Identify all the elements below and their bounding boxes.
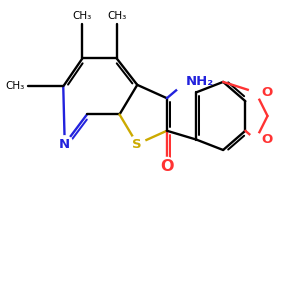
Circle shape: [249, 133, 262, 146]
Text: O: O: [261, 86, 272, 99]
Circle shape: [249, 86, 262, 99]
Circle shape: [158, 158, 176, 175]
Text: O: O: [261, 133, 272, 146]
Circle shape: [175, 71, 197, 93]
Text: O: O: [160, 159, 174, 174]
Circle shape: [56, 136, 73, 152]
Text: CH₃: CH₃: [107, 11, 126, 21]
Text: N: N: [59, 138, 70, 151]
Text: CH₃: CH₃: [73, 11, 92, 21]
Text: NH₂: NH₂: [186, 75, 214, 88]
Text: S: S: [133, 138, 142, 151]
Circle shape: [129, 136, 146, 152]
Text: CH₃: CH₃: [5, 81, 25, 91]
